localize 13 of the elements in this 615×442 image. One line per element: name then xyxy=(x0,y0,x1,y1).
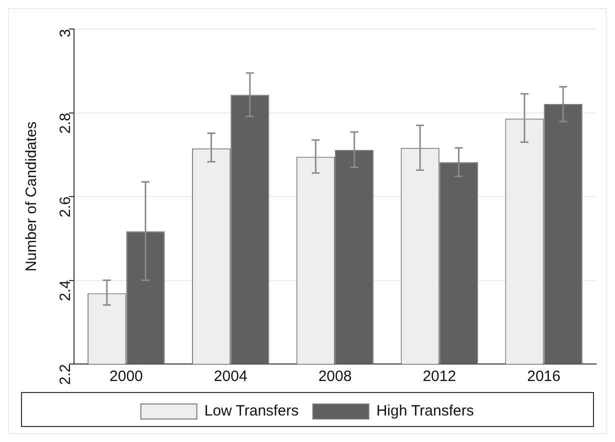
legend-label: Low Transfers xyxy=(204,402,299,420)
y-tick-label: 2.8 xyxy=(57,112,74,134)
y-axis-title: Number of Candidates xyxy=(23,121,40,272)
x-tick-label: 2012 xyxy=(422,368,456,386)
x-tick-label: 2016 xyxy=(527,368,560,386)
y-tick-label: 2.6 xyxy=(57,196,74,218)
y-tick-label: 2.2 xyxy=(57,364,74,385)
x-tick-label: 2008 xyxy=(318,368,352,386)
x-tick-label: 2000 xyxy=(110,368,143,386)
x-tick-label: 2004 xyxy=(214,368,248,386)
legend-label: High Transfers xyxy=(376,402,474,420)
y-tick-label: 3 xyxy=(57,29,74,38)
y-tick-label: 2.4 xyxy=(57,280,74,302)
